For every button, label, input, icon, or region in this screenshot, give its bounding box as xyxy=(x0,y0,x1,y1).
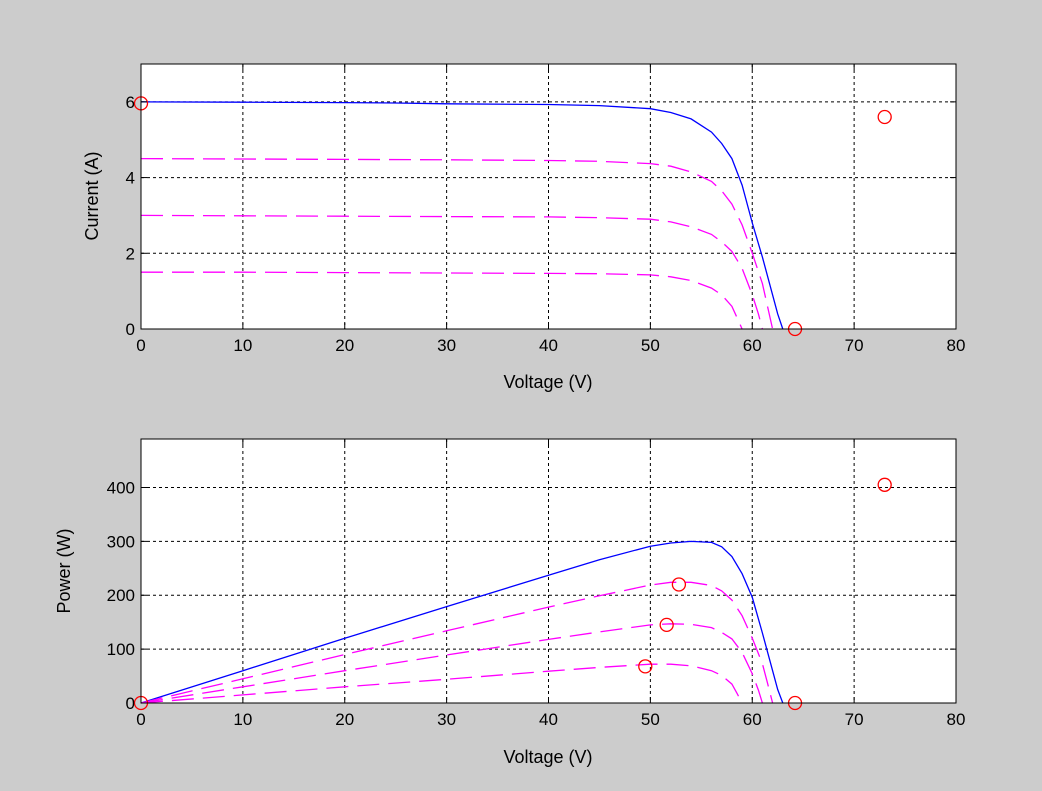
power-x-tick-label: 70 xyxy=(845,710,864,729)
power-x-tick-label: 60 xyxy=(743,710,762,729)
power-voltage-plot: 0 10 20 30 40 50 60 70 80 0 100 200 300 400 Voltage (… xyxy=(54,438,966,767)
current-x-tick-label: 80 xyxy=(947,336,966,355)
power-series-line-2 xyxy=(140,623,764,704)
power-series-line-1 xyxy=(140,581,774,704)
power-marker-point xyxy=(671,577,687,592)
current-series-line-0 xyxy=(140,101,784,330)
current-y-tick-label: 4 xyxy=(126,169,135,188)
power-series-group xyxy=(140,540,784,704)
power-x-tick-label: 80 xyxy=(947,710,966,729)
current-x-tick-label: 0 xyxy=(136,336,145,355)
power-y-tick-label: 400 xyxy=(107,478,135,497)
current-y-tick-label: 2 xyxy=(126,244,135,263)
power-y-tick-label: 300 xyxy=(107,532,135,551)
power-series-line-0 xyxy=(140,540,784,704)
power-y-axis-label: Power (W) xyxy=(54,529,74,614)
current-x-axis-label: Voltage (V) xyxy=(503,372,592,392)
current-ticks: 0 10 20 30 40 50 60 70 80 0 2 4 6 xyxy=(126,64,966,355)
current-series-line-3 xyxy=(141,271,743,330)
power-x-tick-label: 40 xyxy=(539,710,558,729)
current-series-group xyxy=(140,101,784,330)
power-grid xyxy=(141,439,956,703)
current-x-tick-label: 70 xyxy=(845,336,864,355)
current-series-line-2 xyxy=(140,214,764,330)
current-voltage-plot: 0 10 20 30 40 50 60 70 80 0 2 4 6 Voltage (V) Curren… xyxy=(82,63,966,392)
current-x-tick-label: 30 xyxy=(437,336,456,355)
current-series-line-1 xyxy=(140,157,774,330)
power-x-tick-label: 50 xyxy=(641,710,660,729)
current-x-tick-label: 40 xyxy=(539,336,558,355)
power-x-tick-label: 30 xyxy=(437,710,456,729)
power-y-tick-label: 0 xyxy=(126,694,135,713)
power-marker-point xyxy=(659,617,674,633)
power-x-tick-label: 0 xyxy=(136,710,145,729)
power-x-axis-label: Voltage (V) xyxy=(503,747,592,767)
current-x-tick-label: 50 xyxy=(641,336,660,355)
current-x-tick-label: 20 xyxy=(335,336,354,355)
current-y-tick-label: 0 xyxy=(126,320,135,339)
power-y-tick-label: 200 xyxy=(107,586,135,605)
current-y-axis-label: Current (A) xyxy=(82,151,102,240)
power-x-tick-label: 20 xyxy=(335,710,354,729)
power-marker-point xyxy=(877,477,892,492)
current-marker-point xyxy=(877,109,892,125)
current-y-tick-label: 6 xyxy=(126,93,135,112)
current-x-tick-label: 10 xyxy=(233,336,252,355)
power-marker-point xyxy=(638,659,653,674)
power-ticks: 0 10 20 30 40 50 60 70 80 0 100 200 300 400 xyxy=(107,439,966,729)
power-x-tick-label: 10 xyxy=(233,710,252,729)
power-series-line-3 xyxy=(140,663,743,704)
current-x-tick-label: 60 xyxy=(743,336,762,355)
power-y-tick-label: 100 xyxy=(107,640,135,659)
